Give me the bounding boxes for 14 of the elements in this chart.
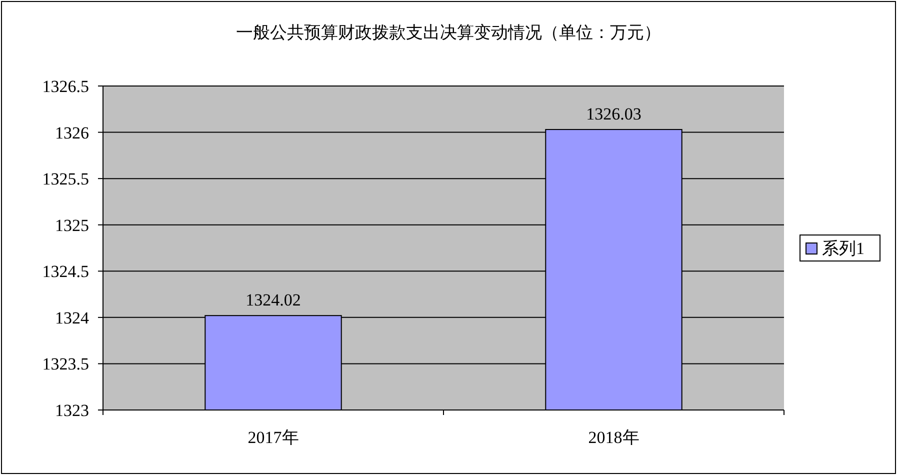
data-label: 1324.02 [246, 290, 301, 310]
y-tick-label: 1325 [55, 216, 89, 235]
y-tick-label: 1326 [55, 123, 89, 142]
x-tick-label: 2017年 [248, 428, 299, 447]
x-tick-label: 2018年 [588, 428, 640, 447]
data-label: 1326.03 [586, 104, 642, 124]
y-tick-label: 1323.5 [42, 354, 89, 374]
y-tick-label: 1324.5 [42, 262, 89, 282]
y-tick-label: 1323 [55, 401, 89, 420]
y-tick-label: 1326.5 [42, 77, 89, 96]
y-tick-label: 1324 [55, 308, 90, 328]
y-tick-label: 1325.5 [42, 170, 89, 189]
chart-title: 一般公共预算财政拨款支出决算变动情况（单位：万元） [236, 23, 661, 42]
legend-label: 系列1 [822, 239, 864, 258]
